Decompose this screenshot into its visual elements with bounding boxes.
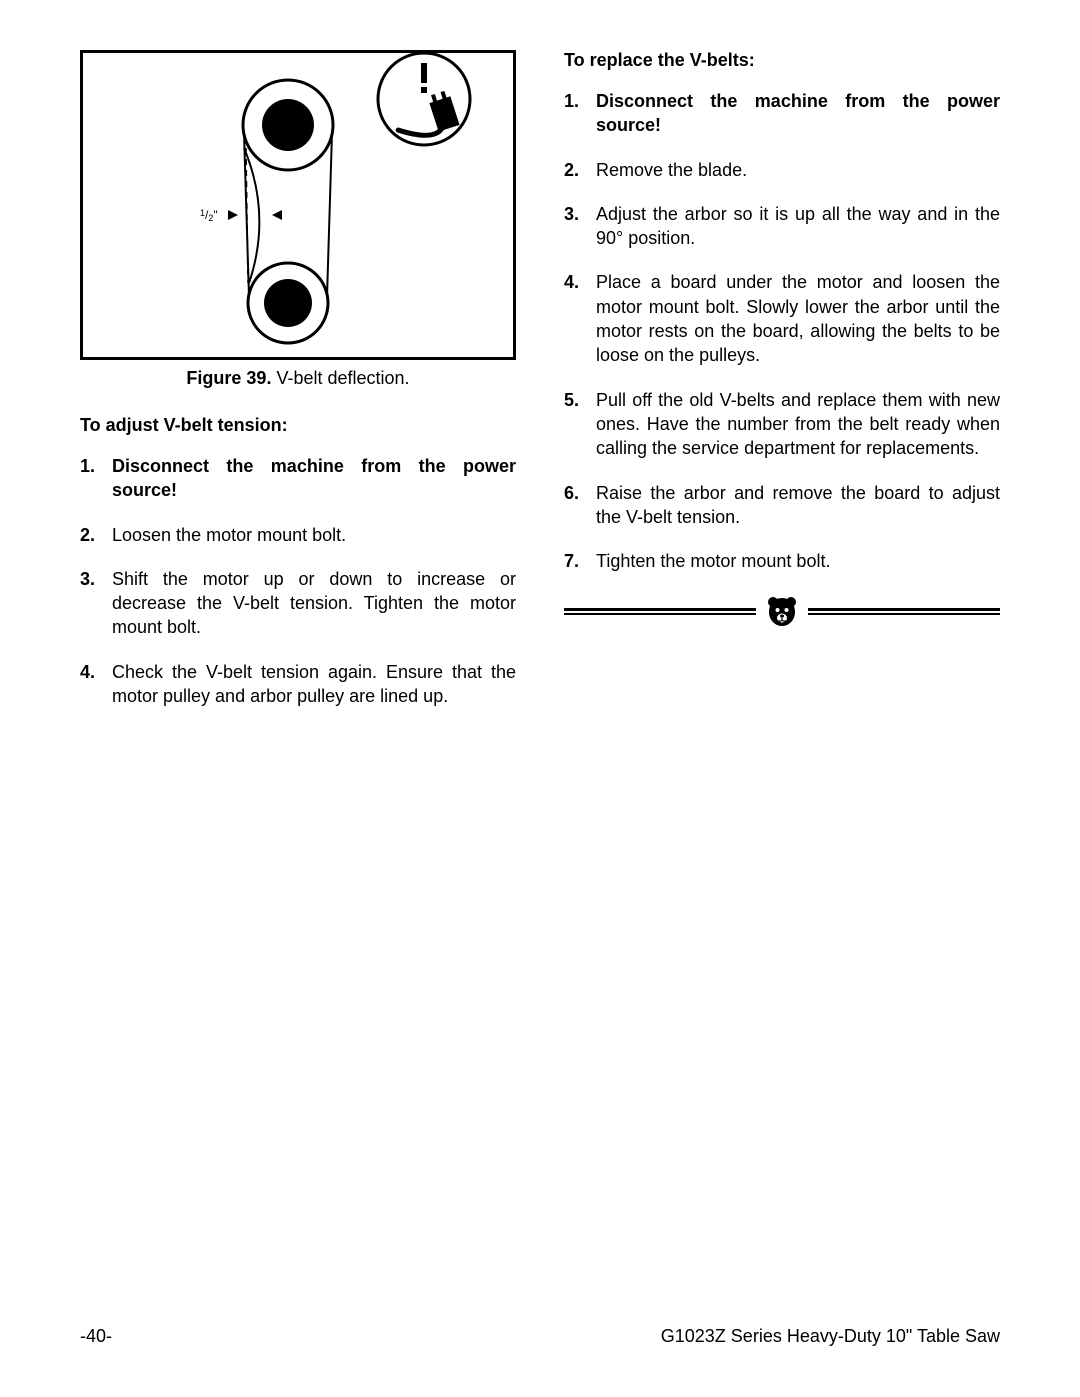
step-item: Remove the blade. bbox=[564, 158, 1000, 182]
step-item: Loosen the motor mount bolt. bbox=[80, 523, 516, 547]
step-item: Place a board under the motor and loosen… bbox=[564, 270, 1000, 367]
footer-title: G1023Z Series Heavy-Duty 10" Table Saw bbox=[661, 1326, 1000, 1347]
step-item: Disconnect the machine from the power so… bbox=[80, 454, 516, 503]
right-steps-list: Disconnect the machine from the power so… bbox=[564, 89, 1000, 573]
step-item: Adjust the arbor so it is up all the way… bbox=[564, 202, 1000, 251]
left-subhead: To adjust V-belt tension: bbox=[80, 415, 516, 436]
divider-line-right bbox=[808, 608, 1000, 615]
step-item: Tighten the motor mount bolt. bbox=[564, 549, 1000, 573]
vbelt-diagram-svg: 1/2" bbox=[83, 33, 513, 373]
step-item: Shift the motor up or down to increase o… bbox=[80, 567, 516, 640]
step-item: Raise the arbor and remove the board to … bbox=[564, 481, 1000, 530]
right-subhead: To replace the V-belts: bbox=[564, 50, 1000, 71]
figure-39-diagram: 1/2" bbox=[80, 50, 516, 360]
bear-icon bbox=[764, 593, 800, 629]
divider-line-left bbox=[564, 608, 756, 615]
svg-text:1/2": 1/2" bbox=[200, 208, 218, 223]
step-item: Pull off the old V-belts and replace the… bbox=[564, 388, 1000, 461]
section-divider bbox=[564, 593, 1000, 629]
left-steps-list: Disconnect the machine from the power so… bbox=[80, 454, 516, 708]
step-item: Disconnect the machine from the power so… bbox=[564, 89, 1000, 138]
step-item: Check the V-belt tension again. Ensure t… bbox=[80, 660, 516, 709]
page-number: -40- bbox=[80, 1326, 112, 1347]
